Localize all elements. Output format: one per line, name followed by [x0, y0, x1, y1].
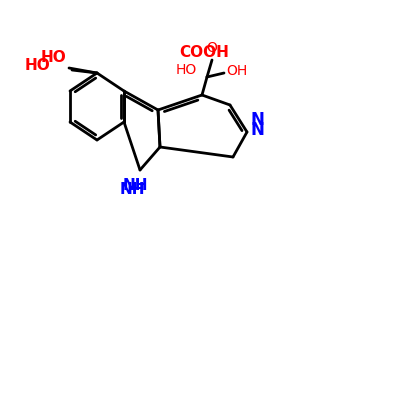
Text: O: O: [206, 41, 218, 55]
Text: HO: HO: [24, 58, 50, 72]
Text: OH: OH: [226, 64, 247, 78]
Text: NH: NH: [119, 182, 145, 197]
Text: N: N: [250, 111, 264, 129]
Text: HO: HO: [176, 63, 197, 77]
Text: N: N: [251, 121, 265, 139]
Text: NH: NH: [122, 178, 148, 193]
Text: HO: HO: [40, 50, 66, 65]
Text: COOH: COOH: [179, 45, 229, 60]
